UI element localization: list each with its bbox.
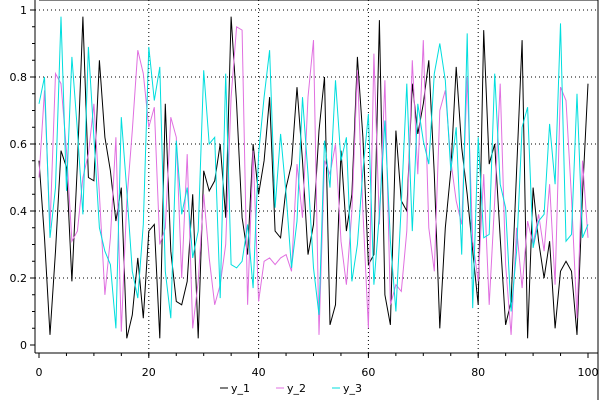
series-line-y-2 <box>38 25 589 335</box>
y-tick-label: 0 <box>20 339 27 352</box>
y-tick-label: 0.8 <box>10 71 28 84</box>
x-tick-label: 20 <box>142 366 156 379</box>
grid <box>35 0 598 353</box>
tick-labels: 0 20 40 60 80 100 0 0.2 0.4 0.6 0.8 1 <box>10 4 599 379</box>
y-tick-label: 0.4 <box>10 205 28 218</box>
series-line-y-3 <box>38 16 589 329</box>
axes <box>30 0 599 400</box>
legend-label-y-1: y_1 <box>231 382 250 395</box>
x-tick-label: 60 <box>361 366 375 379</box>
x-tick-label: 100 <box>578 366 599 379</box>
y-tick-label: 0.6 <box>10 138 28 151</box>
x-tick-label: 40 <box>252 366 266 379</box>
series-line-y-1 <box>38 16 589 339</box>
x-tick-label: 80 <box>471 366 485 379</box>
y-tick-label: 0.2 <box>10 272 28 285</box>
series-layer <box>38 16 589 339</box>
legend-label-y-2: y_2 <box>287 382 306 395</box>
legend: y_1 y_2 y_3 <box>220 382 362 395</box>
legend-label-y-3: y_3 <box>343 382 362 395</box>
x-tick-label: 0 <box>36 366 43 379</box>
y-tick-label: 1 <box>20 4 27 17</box>
